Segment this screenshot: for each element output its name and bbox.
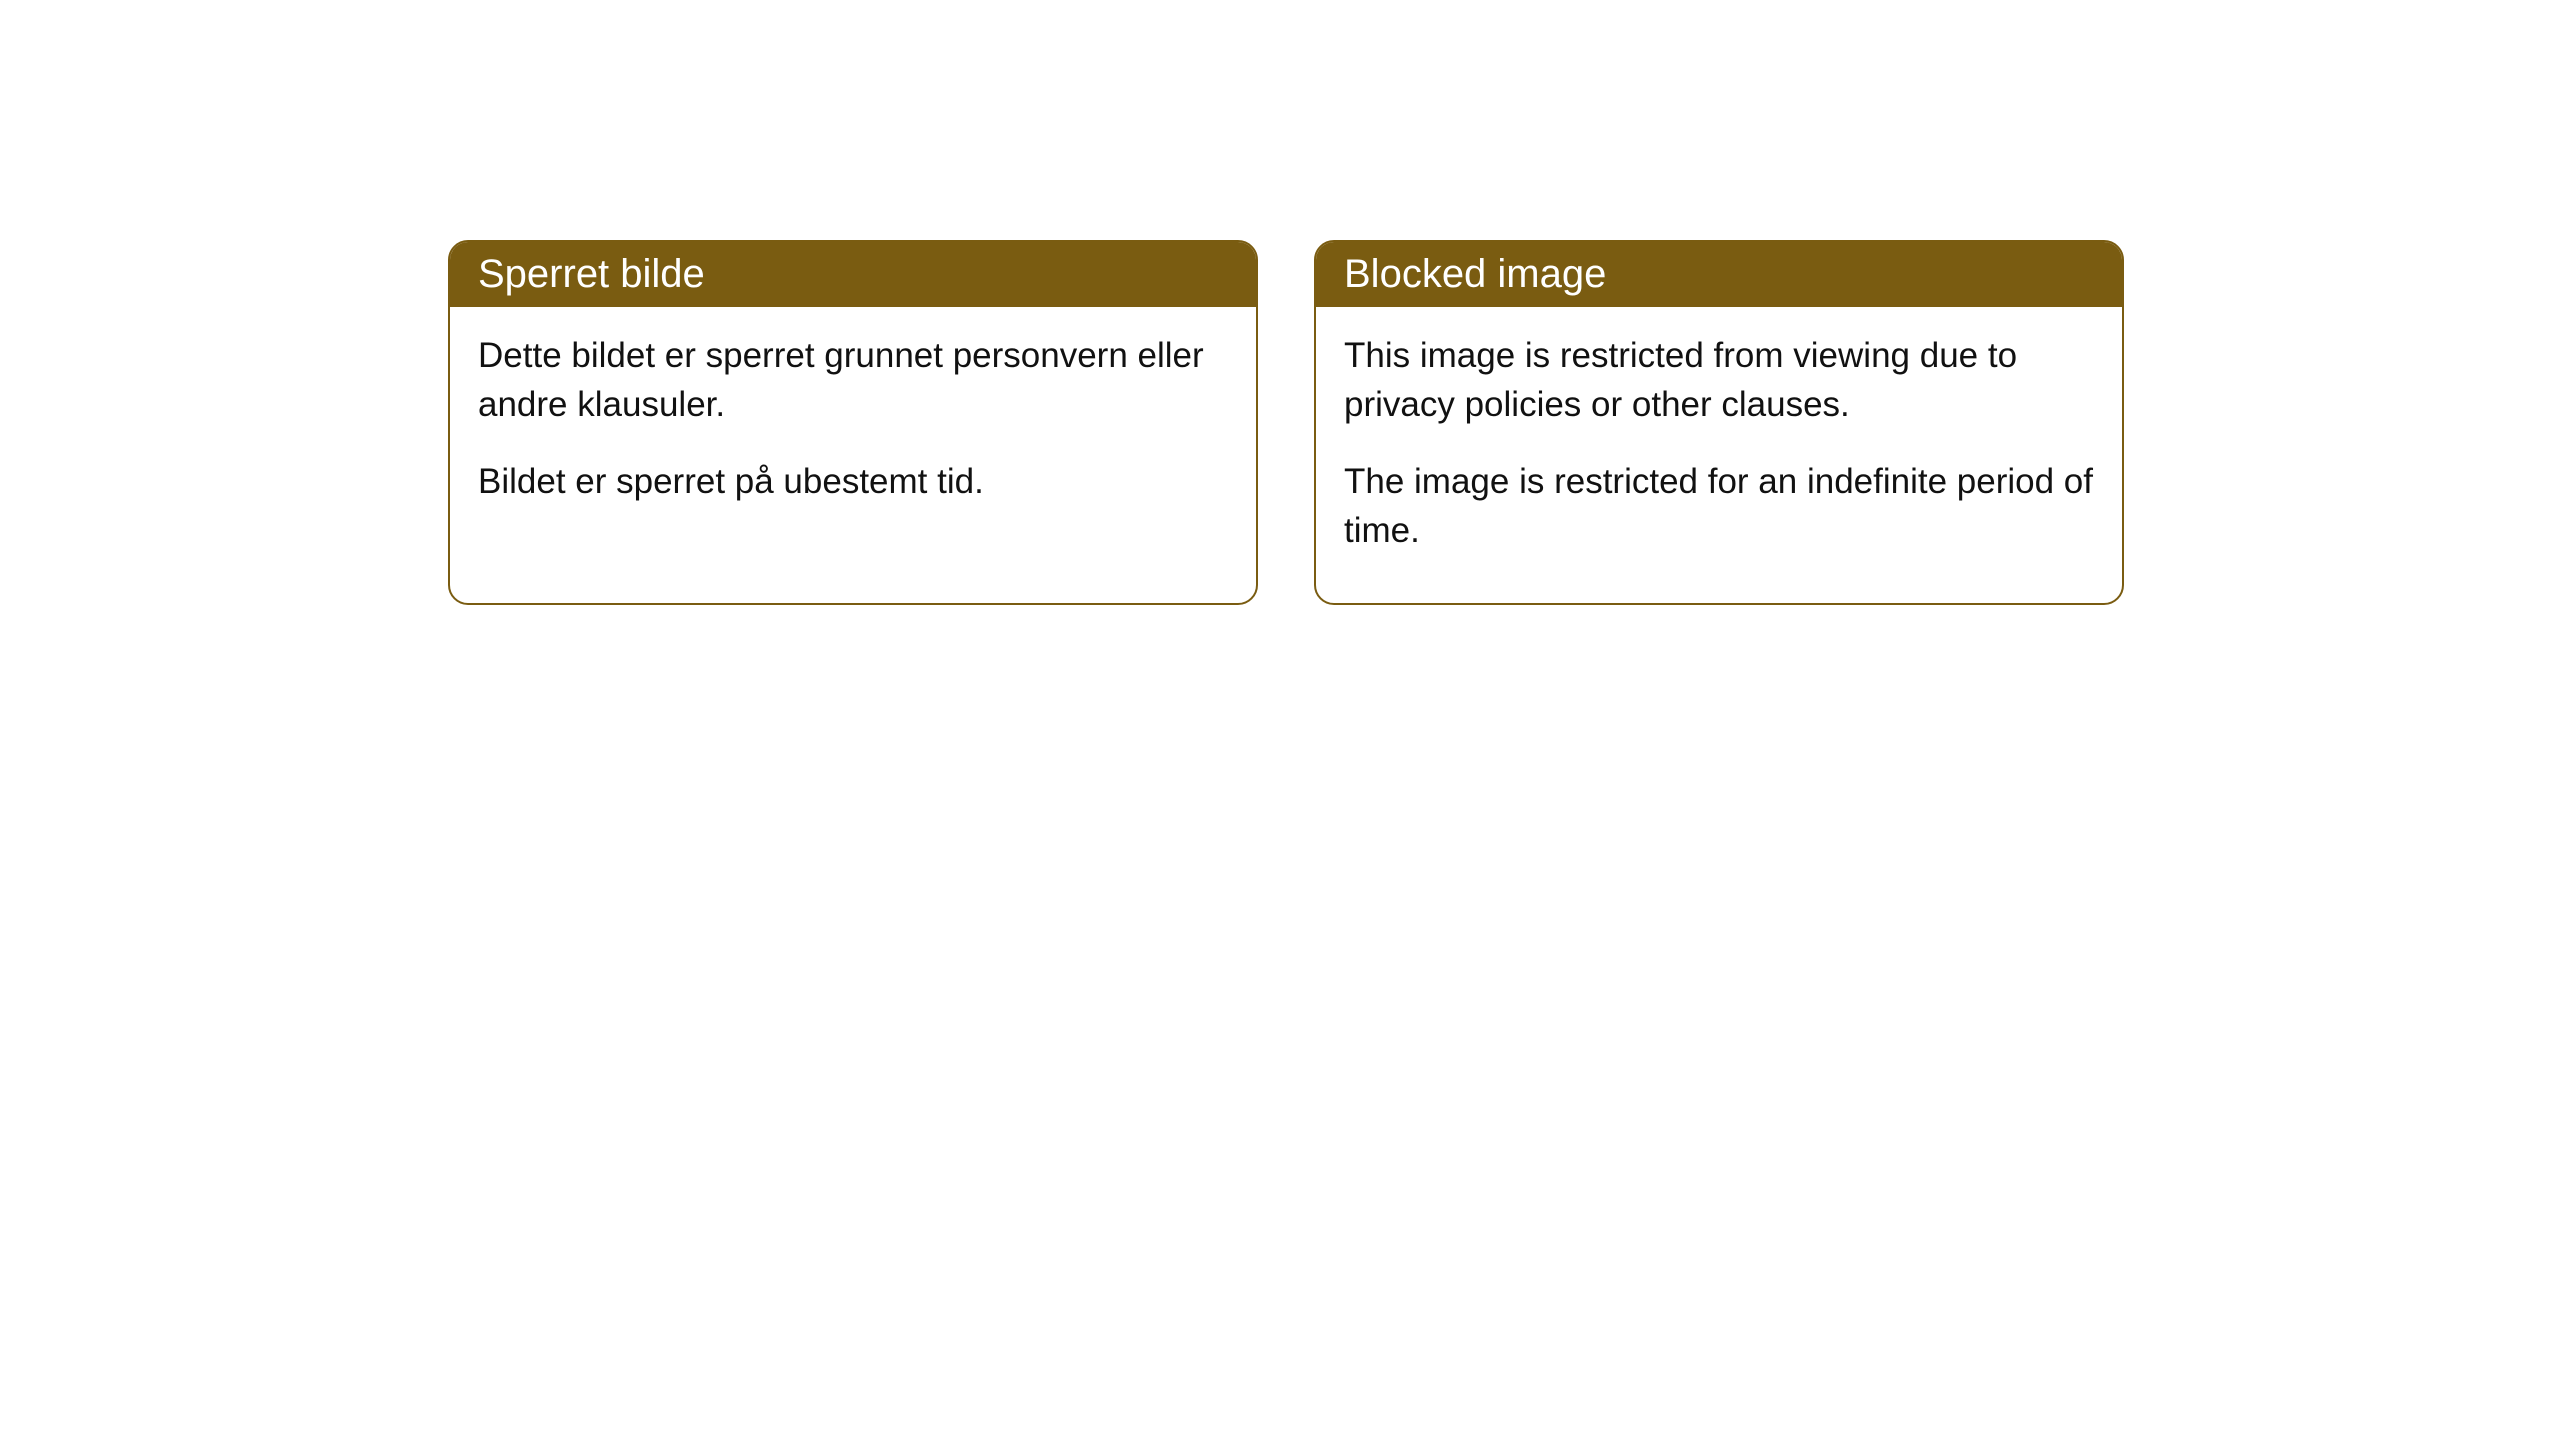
card-paragraph: This image is restricted from viewing du… — [1344, 331, 2094, 429]
card-header: Sperret bilde — [450, 242, 1256, 307]
card-paragraph: The image is restricted for an indefinit… — [1344, 457, 2094, 555]
notice-card-norwegian: Sperret bilde Dette bildet er sperret gr… — [448, 240, 1258, 605]
card-paragraph: Dette bildet er sperret grunnet personve… — [478, 331, 1228, 429]
card-header: Blocked image — [1316, 242, 2122, 307]
card-paragraph: Bildet er sperret på ubestemt tid. — [478, 457, 1228, 506]
card-body: Dette bildet er sperret grunnet personve… — [450, 307, 1256, 554]
card-body: This image is restricted from viewing du… — [1316, 307, 2122, 603]
notice-cards-container: Sperret bilde Dette bildet er sperret gr… — [448, 240, 2124, 605]
card-title: Sperret bilde — [478, 252, 705, 296]
notice-card-english: Blocked image This image is restricted f… — [1314, 240, 2124, 605]
card-title: Blocked image — [1344, 252, 1606, 296]
